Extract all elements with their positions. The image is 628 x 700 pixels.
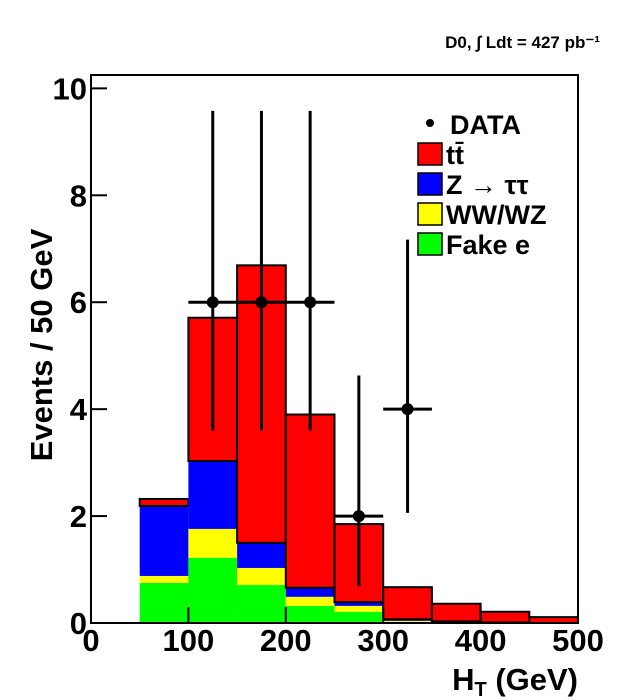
bar-segment xyxy=(139,582,189,623)
x-tick-label: 300 xyxy=(357,623,409,658)
bar-segment xyxy=(334,611,384,623)
bar-segment xyxy=(188,461,238,529)
plot-frame xyxy=(90,74,579,624)
x-tick-label: 100 xyxy=(163,623,215,658)
legend-swatch xyxy=(417,142,443,166)
chart-title: D0, ∫ Ldt = 427 pb⁻¹ xyxy=(445,33,600,52)
bar-segment xyxy=(334,602,384,606)
data-point xyxy=(255,296,268,309)
bar-segment xyxy=(139,575,189,583)
bar-segment xyxy=(237,567,286,586)
y-tick-label: 2 xyxy=(70,499,87,534)
legend-label: tt̄ xyxy=(446,140,464,170)
legend-label: DATA xyxy=(450,110,521,140)
bar-segment xyxy=(479,610,531,624)
data-point xyxy=(401,403,414,416)
data-point xyxy=(206,296,219,309)
legend-swatch xyxy=(417,202,443,226)
data-point xyxy=(352,510,365,523)
bar-segment xyxy=(237,542,286,568)
legend-label: Z → ττ xyxy=(446,170,529,200)
bar-segment xyxy=(285,596,335,606)
bar-segment xyxy=(430,602,482,623)
legend-swatch xyxy=(417,172,443,196)
bar-segment xyxy=(383,620,432,622)
bar-segment xyxy=(382,586,433,621)
x-tick-label: 0 xyxy=(82,623,99,658)
x-tick-label: 200 xyxy=(260,623,312,658)
x-tick-label: 400 xyxy=(455,623,507,658)
bar-segment xyxy=(237,585,286,623)
legend-label: Fake e xyxy=(446,230,530,260)
x-axis-label: HT (GeV) xyxy=(452,662,578,700)
legend-label: WW/WZ xyxy=(446,200,546,230)
y-axis-label: Events / 50 GeV xyxy=(24,228,59,461)
y-tick-label: 8 xyxy=(70,178,87,213)
legend-swatch xyxy=(417,232,443,256)
bar-segment xyxy=(188,557,238,623)
y-tick-label: 6 xyxy=(70,285,87,320)
y-tick-label: 0 xyxy=(70,606,87,641)
x-tick-label: 500 xyxy=(552,623,604,658)
bar-segment xyxy=(139,505,189,576)
y-tick-label: 4 xyxy=(70,392,88,427)
bar-segment xyxy=(334,605,384,612)
y-tick-label: 10 xyxy=(53,71,87,106)
data-point xyxy=(304,296,317,309)
bar-segment xyxy=(188,528,238,558)
bar-segment xyxy=(285,605,335,623)
bar-segment xyxy=(138,497,190,507)
bar-segment xyxy=(285,587,335,597)
bar-segment xyxy=(284,413,336,589)
legend-marker xyxy=(426,119,434,127)
